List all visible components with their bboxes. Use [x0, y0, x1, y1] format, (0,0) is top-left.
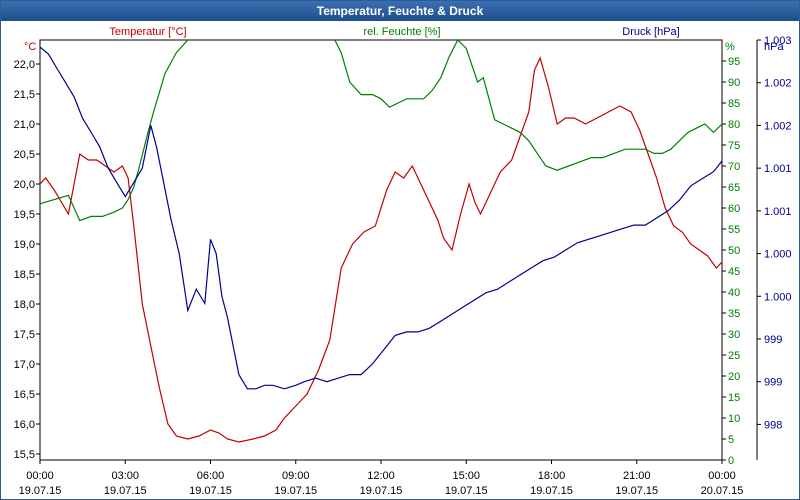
hum-tick-label: 35	[728, 308, 740, 320]
temp-tick-label: 22,0	[14, 59, 35, 71]
pressure-tick-label: 999	[764, 334, 782, 346]
x-tick-date: 19.07.15	[19, 485, 62, 497]
temp-unit-label: °C	[24, 41, 36, 53]
temperature-line	[40, 56, 722, 443]
hum-tick-label: 85	[728, 98, 740, 110]
chart-title: Temperatur, Feuchte & Druck	[1, 1, 799, 21]
temp-tick-label: 16,0	[14, 419, 35, 431]
series-lines	[40, 40, 722, 443]
temp-tick-label: 19,0	[14, 239, 35, 251]
hum-tick-label: 20	[728, 371, 740, 383]
hum-tick-label: 65	[728, 182, 740, 194]
x-tick-date: 19.07.15	[104, 485, 147, 497]
hum-tick-label: 75	[728, 140, 740, 152]
x-tick-time: 00:00	[708, 470, 736, 482]
pressure-tick-label: 1.000	[764, 249, 792, 261]
x-tick-time: 03:00	[111, 470, 139, 482]
pressure-tick-label: 1.001	[764, 206, 792, 218]
x-tick-date: 19.07.15	[360, 485, 403, 497]
hum-tick-label: 55	[728, 224, 740, 236]
pressure-tick-label: 1.002	[764, 120, 792, 132]
temp-tick-label: 17,5	[14, 329, 35, 341]
pressure-unit-label: hPa	[764, 41, 784, 53]
hum-tick-label: 25	[728, 350, 740, 362]
hum-tick-label: 80	[728, 119, 740, 131]
temp-tick-label: 16,5	[14, 389, 35, 401]
temp-tick-label: 19,5	[14, 209, 35, 221]
x-tick-time: 21:00	[623, 470, 651, 482]
hum-tick-label: 90	[728, 77, 740, 89]
pressure-tick-label: 1.002	[764, 78, 792, 90]
x-tick-date: 19.07.15	[615, 485, 658, 497]
x-tick-date: 19.07.15	[189, 485, 232, 497]
temp-tick-label: 20,5	[14, 149, 35, 161]
hum-tick-label: 50	[728, 245, 740, 257]
tick-labels: 15,5 16,0 16,5 17,0 17,5 18,0 18,5 19,0 19,5 20,0…	[14, 26, 792, 497]
hum-tick-label: 10	[728, 413, 740, 425]
hum-series-label: rel. Feuchte [%]	[363, 26, 440, 38]
temp-tick-label: 21,5	[14, 89, 35, 101]
hum-tick-label: 60	[728, 203, 740, 215]
x-tick-date: 19.07.15	[445, 485, 488, 497]
temp-tick-label: 18,0	[14, 299, 35, 311]
pressure-series-label: Druck [hPa]	[622, 26, 679, 38]
x-tick-time: 12:00	[367, 470, 395, 482]
hum-tick-label: 30	[728, 329, 740, 341]
plot-area	[39, 39, 723, 461]
hum-tick-label: 40	[728, 287, 740, 299]
x-tick-time: 18:00	[538, 470, 566, 482]
hum-tick-label: 45	[728, 266, 740, 278]
pressure-tick-label: 998	[764, 419, 782, 431]
x-tick-date: 19.07.15	[530, 485, 573, 497]
hum-tick-label: 15	[728, 392, 740, 404]
pressure-tick-label: 1.003	[764, 35, 792, 47]
temp-tick-label: 21,0	[14, 119, 35, 131]
hum-tick-label: 0	[728, 455, 734, 467]
axes	[36, 39, 761, 464]
pressure-tick-label: 999	[764, 377, 782, 389]
temp-tick-label: 15,5	[14, 449, 35, 461]
temp-tick-label: 17,0	[14, 359, 35, 371]
temp-tick-label: 18,5	[14, 269, 35, 281]
hum-tick-label: 70	[728, 161, 740, 173]
x-tick-date: 19.07.15	[274, 485, 317, 497]
pressure-tick-label: 1.001	[764, 163, 792, 175]
x-tick-time: 15:00	[452, 470, 480, 482]
x-tick-time: 09:00	[282, 470, 310, 482]
pressure-tick-label: 1.000	[764, 291, 792, 303]
hum-tick-label: 5	[728, 434, 734, 446]
hum-tick-label: 95	[728, 56, 740, 68]
humidity-line	[40, 40, 722, 222]
x-tick-time: 06:00	[197, 470, 225, 482]
temp-tick-label: 20,0	[14, 179, 35, 191]
x-tick-time: 00:00	[26, 470, 54, 482]
pressure-line	[40, 46, 722, 390]
temp-series-label: Temperatur [°C]	[109, 26, 186, 38]
hum-unit-label: %	[725, 41, 735, 53]
x-tick-date: 20.07.15	[701, 485, 744, 497]
